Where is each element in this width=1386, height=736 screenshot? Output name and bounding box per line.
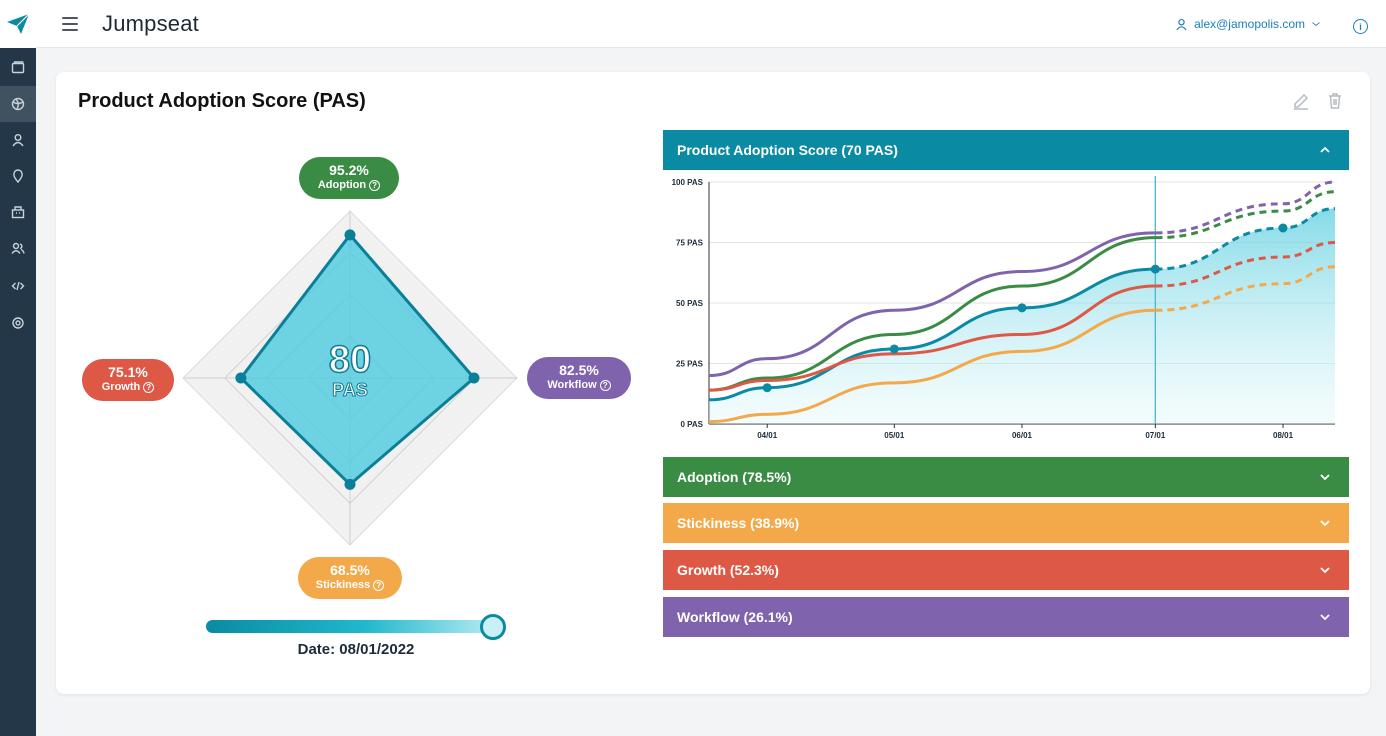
growth-badge[interactable]: 75.1% Growth? [82,359,174,401]
y-tick-label: 25 PAS [676,360,704,369]
sidebar-item-pin[interactable] [0,158,36,194]
workflow-badge[interactable]: 82.5% Workflow? [527,357,631,399]
score-unit: PAS [332,380,369,401]
edit-icon[interactable] [1292,92,1310,110]
x-tick-label: 05/01 [884,431,905,440]
series-line-forecast [1155,241,1336,288]
help-icon[interactable]: ? [373,579,385,591]
sidebar-item-building[interactable] [0,194,36,230]
pas-line-chart: 0 PAS 25 PAS 50 PAS 75 PAS 100 PAS 04/01 05/01… [663,170,1349,445]
adoption-label: Adoption [317,179,367,191]
adoption-badge[interactable]: 95.2% Adoption? [299,157,399,199]
score-center: 80 PAS [293,339,407,401]
panel-pas-header[interactable]: Product Adoption Score (70 PAS) [663,130,1349,170]
user-menu[interactable]: alex@jamopolis.com [1175,17,1321,31]
help-icon[interactable]: ? [599,379,611,391]
sidebar-item-user[interactable] [0,122,36,158]
settings-icon [12,317,24,329]
series-line-actual [708,236,1156,392]
series-point [889,344,899,354]
y-tick-label: 75 PAS [676,239,704,248]
series-line-forecast [1155,190,1336,240]
pin-icon [13,169,23,183]
building-icon [11,206,25,219]
panel-adoption-label: Adoption (78.5%) [677,469,792,485]
series-line-actual [708,308,1156,424]
series-point [1278,223,1288,233]
user-icon [1176,18,1187,30]
line-chart-svg: 0 PAS 25 PAS 50 PAS 75 PAS 100 PAS 04/01 05/01… [672,176,1336,440]
series-line-forecast [1155,180,1336,235]
y-tick-label: 0 PAS [680,420,703,429]
panel-workflow-label: Workflow (26.1%) [677,609,793,625]
panel-growth[interactable]: Growth (52.3%) [663,550,1349,590]
people-icon [11,242,25,254]
y-tick-label: 50 PAS [676,299,704,308]
growth-value: 75.1% [108,364,148,380]
delete-icon[interactable] [1326,92,1344,110]
chevron-down-icon [1320,567,1330,574]
sidebar-item-code[interactable] [0,268,36,304]
help-icon[interactable]: ? [143,381,155,393]
x-tick-label: 06/01 [1012,431,1033,440]
date-label: Date: 08/01/2022 [297,641,415,658]
series-point [1150,264,1160,274]
chevron-up-icon [1320,146,1330,153]
menu-icon[interactable] [62,17,78,31]
series-line-forecast [1155,265,1336,312]
panel-adoption[interactable]: Adoption (78.5%) [663,457,1349,497]
info-icon[interactable]: i [1353,19,1368,34]
sidebar-item-settings[interactable] [0,305,36,341]
adoption-value: 95.2% [329,162,369,178]
date-slider[interactable] [206,614,506,640]
series-line-forecast [1155,207,1336,271]
stickiness-value: 68.5% [330,562,370,578]
series-point [1017,303,1027,313]
workflow-label: Workflow [547,379,597,391]
chevron-down-icon [1320,474,1330,481]
workflow-value: 82.5% [559,362,599,378]
sidebar-item-people[interactable] [0,230,36,266]
stickiness-badge[interactable]: 68.5% Stickiness? [298,557,402,599]
series-line-actual [708,231,1156,378]
series-line-actual [708,284,1156,392]
panel-workflow[interactable]: Workflow (26.1%) [663,597,1349,637]
x-tick-label: 04/01 [757,431,778,440]
top-bar: Jumpseat alex@jamopolis.com i [36,0,1386,48]
chevron-down-icon [1320,520,1330,527]
panel-stickiness-label: Stickiness (38.9%) [677,515,800,531]
sidebar-item-globe[interactable] [0,86,36,122]
folder-icon [11,61,25,74]
page-title: Product Adoption Score (PAS) [78,90,366,112]
chevron-down-icon [1320,614,1330,621]
jumpseat-logo[interactable] [0,0,36,48]
y-tick-label: 100 PAS [672,178,704,187]
app-title: Jumpseat [102,11,199,36]
globe-icon [11,97,25,111]
user-email: alex@jamopolis.com [1194,17,1305,31]
help-icon[interactable]: ? [369,179,381,191]
panel-pas-label: Product Adoption Score (70 PAS) [677,142,898,158]
slider-handle[interactable] [480,614,506,640]
panel-stickiness[interactable]: Stickiness (38.9%) [663,503,1349,543]
x-tick-label: 08/01 [1273,431,1294,440]
sidebar-item-folder[interactable] [0,50,36,86]
stickiness-label: Stickiness [315,579,371,591]
code-icon [11,281,25,291]
chevron-down-icon [1312,22,1320,27]
slider-track[interactable] [206,620,496,633]
paper-plane-icon [7,13,30,34]
growth-label: Growth [101,381,141,393]
user-icon [12,134,24,147]
area-fill [709,208,1335,424]
panel-growth-label: Growth (52.3%) [677,562,779,578]
x-tick-label: 07/01 [1145,431,1166,440]
series-point [762,383,772,393]
score-value: 80 [328,339,372,381]
sidebar [0,0,36,736]
